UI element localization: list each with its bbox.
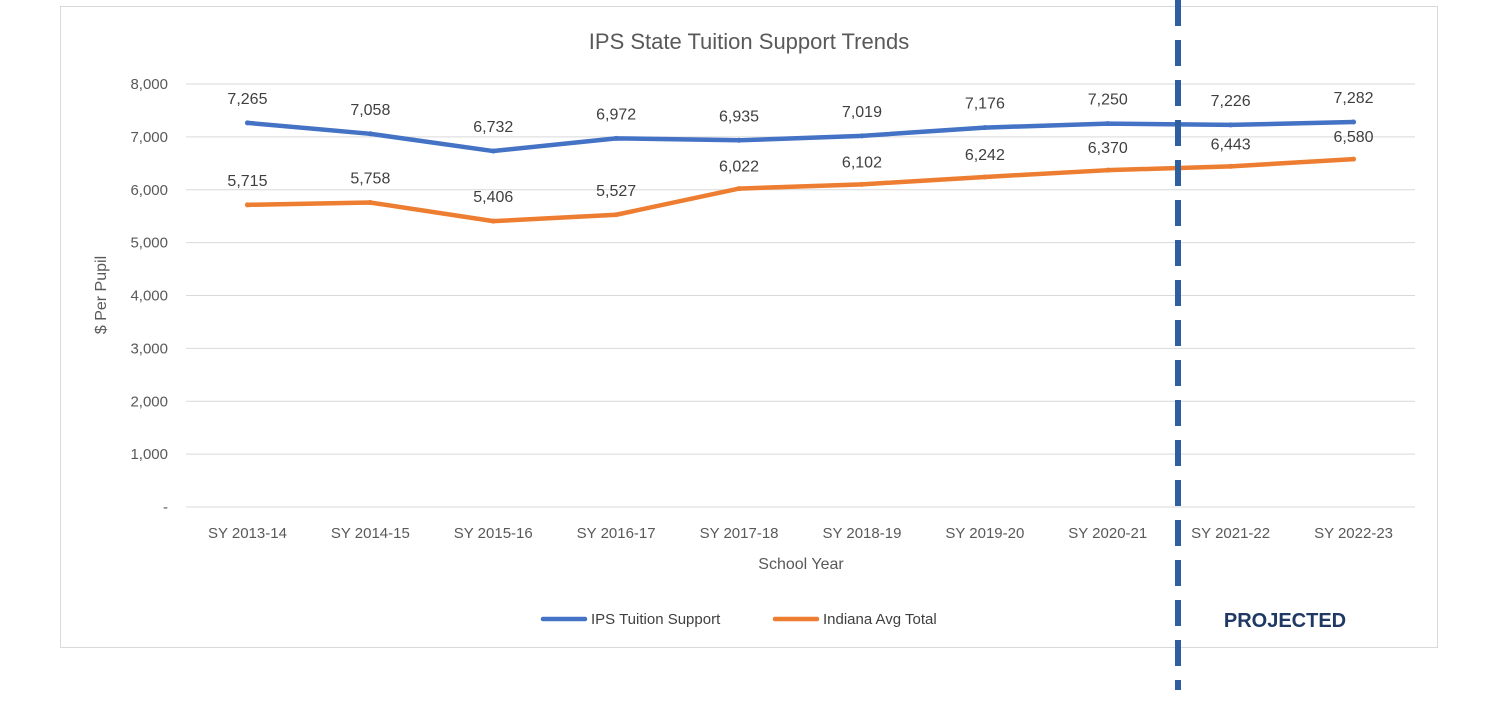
data-label: 7,250 xyxy=(1088,92,1128,109)
y-tick-label: 5,000 xyxy=(130,235,168,252)
data-label: 5,527 xyxy=(596,183,636,200)
series-lines xyxy=(244,119,1357,224)
x-tick-label: SY 2021-22 xyxy=(1191,525,1270,542)
legend: IPS Tuition Support Indiana Avg Total xyxy=(540,611,937,628)
data-label: 6,370 xyxy=(1088,140,1128,157)
data-point xyxy=(490,148,496,154)
legend-label: Indiana Avg Total xyxy=(823,611,937,628)
y-tick-label: 3,000 xyxy=(130,340,168,357)
data-point xyxy=(1351,119,1357,125)
data-label: 5,758 xyxy=(350,171,390,188)
data-point xyxy=(982,174,988,180)
data-label: 6,022 xyxy=(719,159,759,176)
data-label: 5,406 xyxy=(473,189,513,206)
data-label: 5,715 xyxy=(227,173,267,190)
series-line xyxy=(245,156,1356,224)
projected-label: PROJECTED xyxy=(1224,610,1346,632)
data-point xyxy=(859,133,865,139)
data-point xyxy=(1105,167,1111,173)
data-point xyxy=(736,137,742,143)
y-axis-ticks: - 1,000 2,000 3,000 4,000 5,000 6,000 7,000 8,00… xyxy=(130,76,168,516)
data-label: 6,443 xyxy=(1211,136,1251,153)
data-point xyxy=(613,212,619,218)
data-point xyxy=(1228,122,1234,128)
y-tick-label: 6,000 xyxy=(130,182,168,199)
y-tick-label: - xyxy=(163,499,168,516)
data-point xyxy=(1228,163,1234,169)
data-point xyxy=(859,181,865,187)
data-label: 7,265 xyxy=(227,91,267,108)
x-tick-label: SY 2016-17 xyxy=(577,525,656,542)
x-tick-label: SY 2015-16 xyxy=(454,525,533,542)
data-label: 6,972 xyxy=(596,106,636,123)
x-tick-label: SY 2022-23 xyxy=(1314,525,1393,542)
data-point xyxy=(490,218,496,224)
x-tick-label: SY 2017-18 xyxy=(700,525,779,542)
data-label: 6,242 xyxy=(965,147,1005,164)
x-tick-label: SY 2014-15 xyxy=(331,525,410,542)
y-tick-label: 4,000 xyxy=(130,288,168,305)
data-point xyxy=(244,202,250,208)
x-tick-label: SY 2013-14 xyxy=(208,525,287,542)
series-line xyxy=(245,119,1356,154)
data-label: 6,102 xyxy=(842,154,882,171)
data-label: 7,176 xyxy=(965,96,1005,113)
x-tick-label: SY 2020-21 xyxy=(1068,525,1147,542)
y-tick-label: 8,000 xyxy=(130,76,168,93)
x-axis-title: School Year xyxy=(758,556,844,573)
x-tick-label: SY 2018-19 xyxy=(822,525,901,542)
data-point xyxy=(1351,156,1357,162)
data-label: 7,226 xyxy=(1211,93,1251,110)
x-tick-label: SY 2019-20 xyxy=(945,525,1024,542)
data-label: 6,935 xyxy=(719,108,759,125)
data-labels: 7,265 7,058 6,732 6,972 6,935 7,019 7,176 7,250… xyxy=(227,90,1373,206)
y-tick-label: 7,000 xyxy=(130,129,168,146)
data-label: 7,058 xyxy=(350,102,390,119)
chart-title: IPS State Tuition Support Trends xyxy=(589,29,909,54)
data-point xyxy=(367,200,373,206)
data-point xyxy=(244,120,250,126)
data-point xyxy=(367,131,373,137)
y-axis-title: $ Per Pupil xyxy=(93,256,110,334)
y-tick-label: 1,000 xyxy=(130,446,168,463)
x-axis-ticks: SY 2013-14 SY 2014-15 SY 2015-16 SY 2016-17… xyxy=(208,525,1393,542)
legend-label: IPS Tuition Support xyxy=(591,611,721,628)
data-label: 7,019 xyxy=(842,104,882,121)
data-point xyxy=(1105,121,1111,127)
data-label: 6,732 xyxy=(473,119,513,136)
data-label: 6,580 xyxy=(1334,129,1374,146)
y-tick-label: 2,000 xyxy=(130,393,168,410)
data-point xyxy=(736,186,742,192)
chart-frame xyxy=(60,6,1438,648)
data-point xyxy=(982,125,988,131)
data-point xyxy=(613,135,619,141)
data-label: 7,282 xyxy=(1334,90,1374,107)
